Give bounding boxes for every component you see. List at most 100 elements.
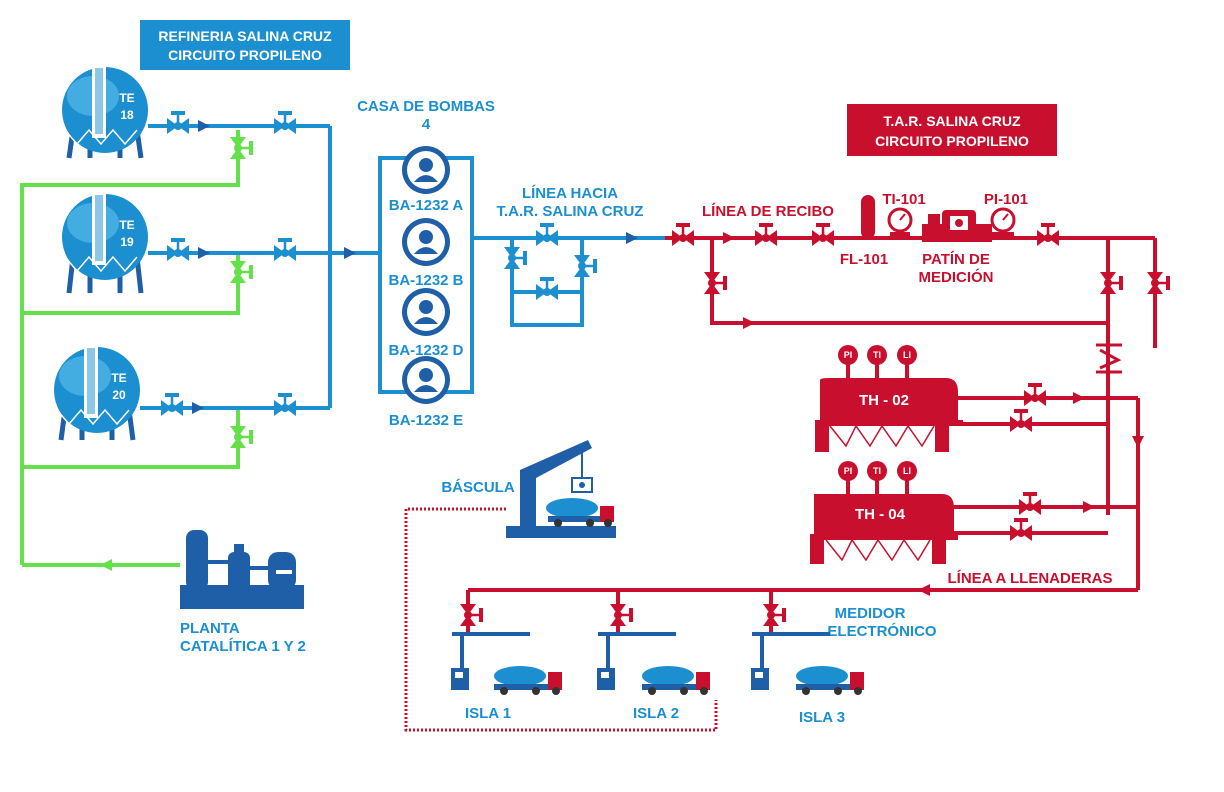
heater-th04-instruments: PI TI LI — [838, 461, 917, 496]
tar-banner-line2: CIRCUITO PROPILENO — [875, 133, 1029, 149]
valve-icon — [1100, 272, 1123, 294]
line-to-tar-label-line2: T.A.R. SALINA CRUZ — [497, 203, 644, 220]
pump-ba1232d — [402, 288, 450, 336]
refinery-banner-line2: CIRCUITO PROPILENO — [168, 47, 322, 63]
pump-house-title-line2: 4 — [422, 116, 431, 133]
pressure-gauge-pi101 — [990, 207, 1016, 240]
valve-icon — [230, 426, 253, 448]
heater-th04-label: TH - 04 — [855, 506, 906, 523]
pump-house-title-line1: CASA DE BOMBAS — [357, 98, 495, 115]
truck-scale — [506, 440, 616, 538]
loading-island-3 — [751, 632, 864, 695]
sphere-tank-te19: TE 19 — [62, 191, 148, 294]
plant-label-line1: PLANTA — [180, 620, 240, 637]
tank-te18-label-bottom: 18 — [120, 108, 134, 122]
valve-icon — [167, 238, 189, 261]
tanker-truck-icon — [642, 666, 710, 695]
valve-icon — [536, 277, 558, 300]
blue-flow-arrows — [192, 120, 638, 414]
valve-icon — [755, 223, 777, 246]
th04-pi-label: PI — [844, 466, 853, 476]
tank-te20-label-bottom: 20 — [112, 388, 126, 402]
valve-icon — [1037, 223, 1059, 246]
metering-skid-label-line2: MEDICIÓN — [919, 268, 994, 286]
valves-layer — [161, 111, 1170, 626]
valve-icon — [167, 111, 189, 134]
filter-fl101 — [861, 195, 875, 239]
pump-ba1232a-label: BA-1232 A — [389, 197, 464, 214]
scale-signal-dotted-line — [404, 507, 718, 732]
refinery-banner-line1: REFINERIA SALINA CRUZ — [158, 28, 332, 44]
catalytic-plant-icon — [180, 530, 304, 609]
valve-icon — [763, 604, 786, 626]
valve-icon — [230, 137, 253, 159]
pump-icon — [419, 230, 433, 244]
red-flow-arrows — [723, 232, 1144, 596]
pump-ba1232e — [402, 356, 450, 404]
ti101-label: TI-101 — [882, 191, 925, 208]
tank-te20-label-top: TE — [111, 371, 126, 385]
line-to-tar-label-line1: LÍNEA HACIA — [522, 185, 618, 202]
meter-label-line1: MEDIDOR — [835, 605, 906, 622]
pi101-label: PI-101 — [984, 191, 1028, 208]
valve-icon — [274, 238, 296, 261]
valve-icon — [460, 604, 483, 626]
green-flow-arrow — [100, 559, 112, 571]
filter-fl101-label: FL-101 — [840, 251, 888, 268]
valve-icon — [1024, 383, 1046, 406]
filling-line-label: LÍNEA A LLENADERAS — [948, 570, 1113, 587]
check-valve — [1096, 343, 1122, 374]
metering-skid — [922, 210, 992, 242]
valve-icon — [574, 255, 597, 277]
valve-icon — [812, 223, 834, 246]
pump-icon — [419, 300, 433, 314]
pump-ba1232b-label: BA-1232 B — [388, 272, 463, 289]
island-3-label: ISLA 3 — [799, 709, 845, 726]
refinery-banner: REFINERIA SALINA CRUZ CIRCUITO PROPILENO — [140, 20, 350, 70]
valve-icon — [536, 223, 558, 246]
fuel-dispenser-icon — [597, 668, 615, 690]
island-2-label: ISLA 2 — [633, 705, 679, 722]
valve-icon — [672, 223, 694, 246]
th04-li-label: LI — [903, 466, 911, 476]
tanker-truck-icon — [494, 666, 562, 695]
heater-th04: PI TI LI TH - 04 — [810, 461, 958, 564]
heater-th02: PI TI LI TH - 02 — [815, 345, 963, 452]
valve-icon — [161, 393, 183, 416]
metering-skid-label-line1: PATÍN DE — [922, 251, 990, 268]
receiving-line-label: LÍNEA DE RECIBO — [702, 203, 834, 220]
tanker-truck-icon — [546, 498, 614, 527]
tank-te18-label-top: TE — [119, 91, 134, 105]
pump-icon — [419, 158, 433, 172]
fuel-dispenser-icon — [451, 668, 469, 690]
th02-pi-label: PI — [844, 350, 853, 360]
valve-icon — [274, 393, 296, 416]
th04-ti-label: TI — [873, 466, 881, 476]
valve-icon — [1019, 492, 1041, 515]
valve-icon — [704, 272, 727, 294]
green-return-line — [20, 130, 240, 567]
th02-ti-label: TI — [873, 350, 881, 360]
valve-icon — [1147, 272, 1170, 294]
sphere-tank-te20: TE 20 — [54, 344, 140, 441]
plant-label-line2: CATALÍTICA 1 Y 2 — [180, 638, 306, 655]
island-1-label: ISLA 1 — [465, 705, 511, 722]
tanker-truck-icon — [796, 666, 864, 695]
tank-te19-label-bottom: 19 — [120, 235, 134, 249]
valve-icon — [610, 604, 633, 626]
scale-label: BÁSCULA — [441, 479, 514, 496]
pump-ba1232b — [402, 218, 450, 266]
tar-banner-line1: T.A.R. SALINA CRUZ — [883, 113, 1021, 129]
heater-th02-label: TH - 02 — [859, 392, 909, 409]
loading-island-2 — [597, 632, 710, 695]
tar-banner: T.A.R. SALINA CRUZ CIRCUITO PROPILENO — [847, 104, 1057, 156]
temperature-gauge-ti101 — [887, 207, 913, 238]
pump-icon — [419, 368, 433, 382]
sphere-tank-te18: TE 18 — [62, 64, 148, 159]
tank-te19-label-top: TE — [119, 218, 134, 232]
valve-icon — [504, 247, 527, 269]
loading-island-1 — [451, 632, 562, 695]
meter-label-line2: ELECTRÓNICO — [827, 622, 937, 640]
pump-ba1232a — [402, 146, 450, 194]
valve-icon — [274, 111, 296, 134]
